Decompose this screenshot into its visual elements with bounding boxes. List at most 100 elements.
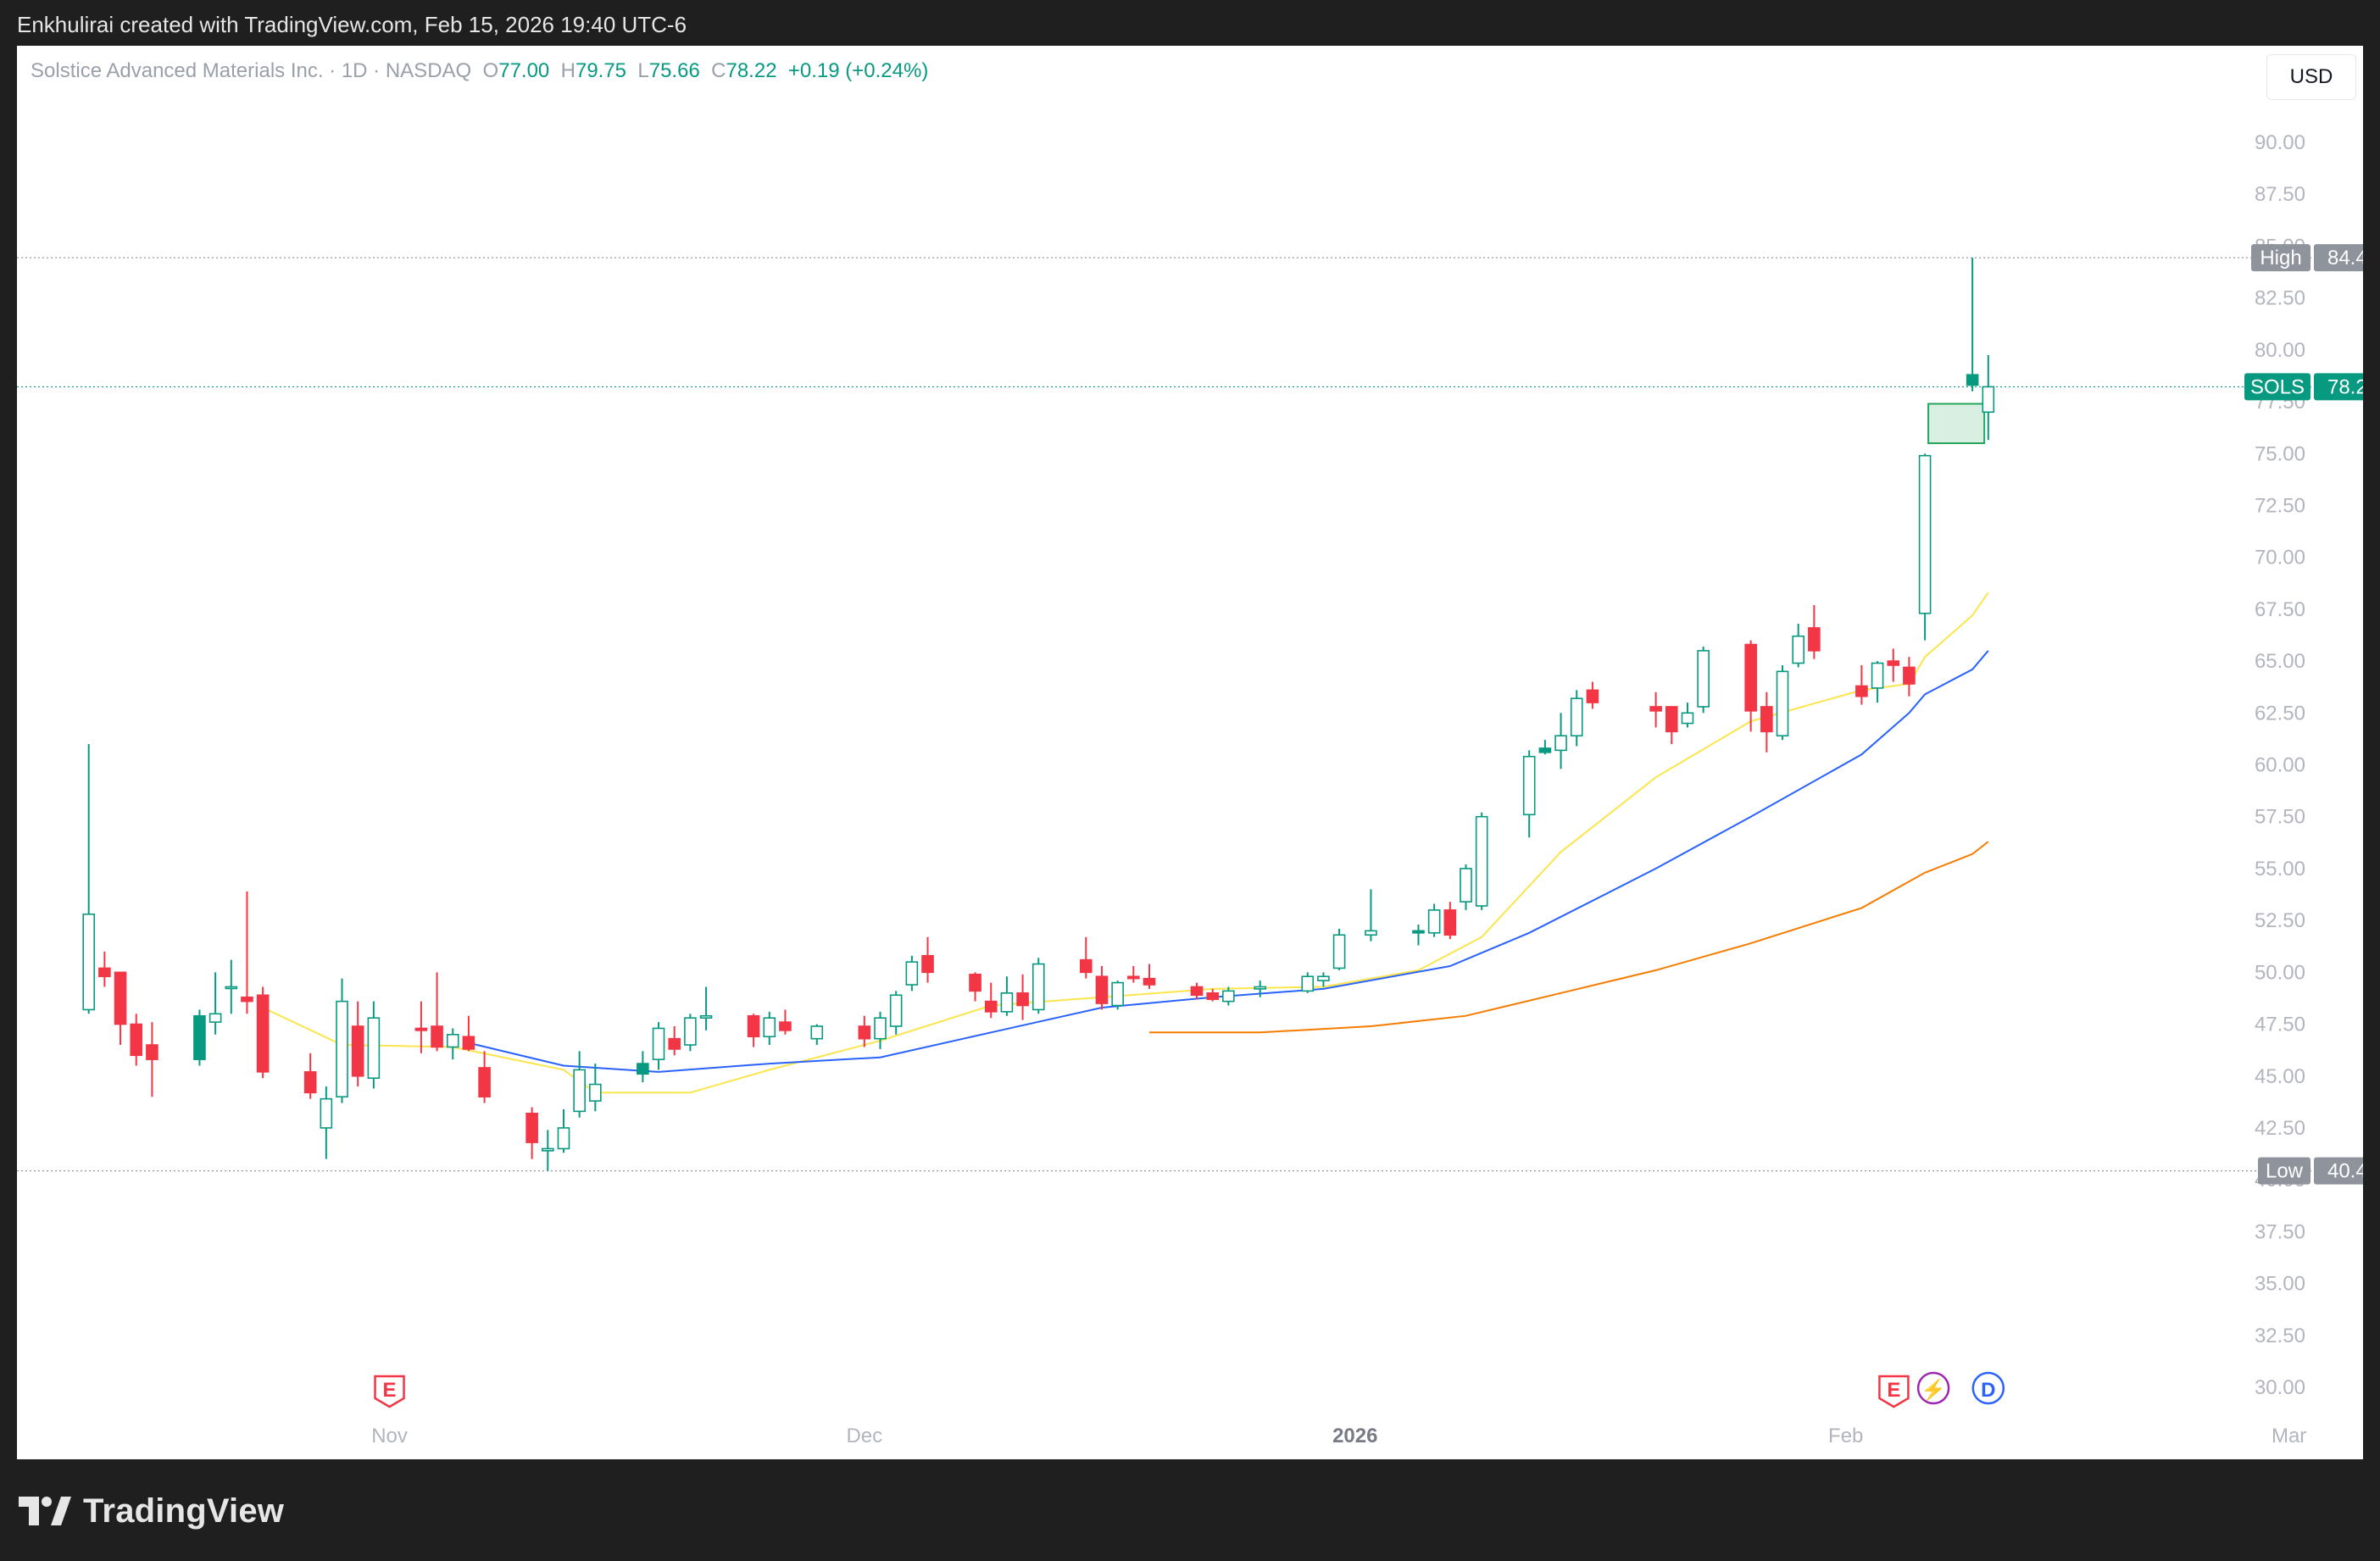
candle[interactable] xyxy=(193,1009,206,1066)
candle[interactable] xyxy=(810,1024,824,1046)
candle[interactable] xyxy=(1855,664,1868,705)
candle[interactable] xyxy=(1808,604,1821,659)
candle[interactable] xyxy=(1365,889,1377,942)
candle[interactable] xyxy=(699,986,713,1030)
candle[interactable] xyxy=(146,1022,158,1097)
candle[interactable] xyxy=(1301,972,1315,993)
attribution-text: Enkhulirai created with TradingView.com,… xyxy=(17,12,687,37)
candle[interactable] xyxy=(1143,964,1156,989)
candle[interactable] xyxy=(969,972,981,1002)
candle[interactable] xyxy=(984,982,998,1019)
candle[interactable] xyxy=(351,1001,364,1086)
candle[interactable] xyxy=(1697,646,1710,714)
candle[interactable] xyxy=(1538,740,1552,755)
price-tick-label: 60.00 xyxy=(2255,754,2305,777)
last-price-value-bg xyxy=(2314,373,2363,401)
candle[interactable] xyxy=(1681,703,1694,728)
candle[interactable] xyxy=(98,951,111,987)
candle[interactable] xyxy=(779,1009,792,1035)
candle[interactable] xyxy=(557,1108,570,1153)
candle[interactable] xyxy=(1443,902,1457,940)
candle[interactable] xyxy=(462,1015,475,1052)
candle[interactable] xyxy=(1475,812,1488,910)
chart-panel[interactable]: 90.0087.5085.0082.5080.0077.5075.0072.50… xyxy=(17,46,2363,1459)
candle[interactable] xyxy=(1079,936,1093,979)
candle[interactable] xyxy=(1887,648,1900,682)
candle[interactable] xyxy=(763,1011,776,1046)
candle[interactable] xyxy=(1460,864,1472,910)
candle[interactable] xyxy=(668,1025,681,1056)
candle[interactable] xyxy=(130,1014,143,1066)
event-marker[interactable]: D xyxy=(1971,1371,2005,1405)
candle[interactable] xyxy=(1190,982,1204,1000)
candle[interactable] xyxy=(889,991,903,1035)
candle[interactable] xyxy=(1792,624,1804,668)
candle[interactable] xyxy=(478,1051,491,1103)
candle[interactable] xyxy=(1317,972,1330,987)
event-marker[interactable]: ⚡ xyxy=(1916,1371,1950,1405)
candle[interactable] xyxy=(225,959,238,1014)
event-marker[interactable]: E xyxy=(374,1375,405,1408)
candle[interactable] xyxy=(82,744,96,1014)
candle[interactable] xyxy=(637,1051,649,1083)
candle[interactable] xyxy=(1254,980,1267,997)
candle[interactable] xyxy=(1000,976,1014,1016)
candle[interactable] xyxy=(1111,980,1124,1010)
candle[interactable] xyxy=(1966,258,1979,392)
candle[interactable] xyxy=(1032,958,1045,1014)
candle[interactable] xyxy=(1127,965,1140,983)
candle[interactable] xyxy=(1903,657,1916,697)
close-label: C xyxy=(711,59,726,82)
candle[interactable] xyxy=(1016,974,1029,1020)
candle[interactable] xyxy=(336,978,348,1103)
candle[interactable] xyxy=(1554,713,1567,769)
price-chart[interactable]: 90.0087.5085.0082.5080.0077.5075.0072.50… xyxy=(17,46,2363,1459)
candle[interactable] xyxy=(525,1107,538,1159)
candle[interactable] xyxy=(905,955,919,992)
candle[interactable] xyxy=(303,1053,317,1099)
candle[interactable] xyxy=(1522,750,1536,838)
high-value-bg xyxy=(2314,244,2363,272)
candle[interactable] xyxy=(858,1015,871,1047)
candle[interactable] xyxy=(573,1051,586,1118)
candle[interactable] xyxy=(652,1022,665,1070)
candle[interactable] xyxy=(1222,986,1235,1006)
candle[interactable] xyxy=(874,1011,887,1049)
candle[interactable] xyxy=(1206,988,1219,1002)
event-markers-layer[interactable]: E E ⚡ D xyxy=(374,1371,2005,1408)
event-marker[interactable]: E xyxy=(1878,1375,1910,1408)
candle[interactable] xyxy=(1918,453,1932,641)
candle[interactable] xyxy=(1665,706,1678,745)
candle[interactable] xyxy=(414,1001,428,1053)
candle[interactable] xyxy=(1982,354,1995,441)
candle[interactable] xyxy=(747,1014,760,1047)
candle[interactable] xyxy=(256,986,270,1079)
candle[interactable] xyxy=(1649,692,1662,728)
candle[interactable] xyxy=(431,972,443,1052)
candle[interactable] xyxy=(1570,690,1583,747)
candle[interactable] xyxy=(1412,925,1425,946)
candle[interactable] xyxy=(320,1086,333,1159)
currency-button[interactable]: USD xyxy=(2266,54,2356,100)
candle[interactable] xyxy=(921,936,934,983)
candle[interactable] xyxy=(241,891,253,1014)
candle[interactable] xyxy=(1586,681,1599,709)
candle[interactable] xyxy=(684,1014,697,1052)
candle[interactable] xyxy=(1744,640,1757,732)
candle[interactable] xyxy=(1095,965,1109,1010)
candle[interactable] xyxy=(1332,928,1346,970)
candles-layer[interactable] xyxy=(82,258,1995,1171)
candle[interactable] xyxy=(1776,664,1789,741)
candle[interactable] xyxy=(542,1130,554,1171)
candle[interactable] xyxy=(1871,661,1884,703)
candle[interactable] xyxy=(114,971,127,1046)
candle-body-up xyxy=(1111,981,1124,1007)
candle[interactable] xyxy=(589,1064,602,1112)
candle[interactable] xyxy=(367,1001,381,1089)
candle[interactable] xyxy=(1760,692,1773,753)
candle-body-down xyxy=(1206,992,1219,1000)
candle[interactable] xyxy=(446,1028,459,1060)
candle-body-up xyxy=(1966,374,1979,386)
candle[interactable] xyxy=(209,972,222,1035)
candle[interactable] xyxy=(1427,903,1441,937)
